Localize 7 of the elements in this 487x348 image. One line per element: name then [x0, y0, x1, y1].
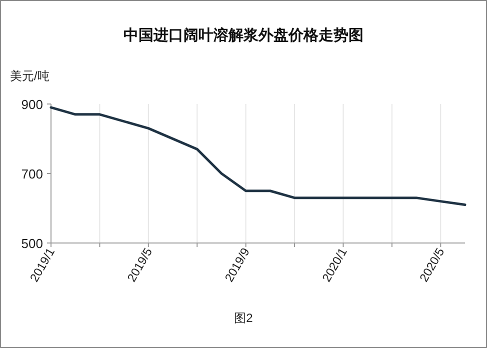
caption: 图2 — [234, 311, 254, 325]
y-tick-label: 500 — [21, 236, 43, 251]
y-axis-title: 美元/吨 — [10, 69, 50, 83]
y-tick-label: 700 — [21, 166, 43, 182]
chart-title: 中国进口阔叶溶解浆外盘价格走势图 — [124, 26, 364, 44]
line-series — [50, 106, 466, 206]
y-tick-label: 900 — [21, 97, 43, 112]
